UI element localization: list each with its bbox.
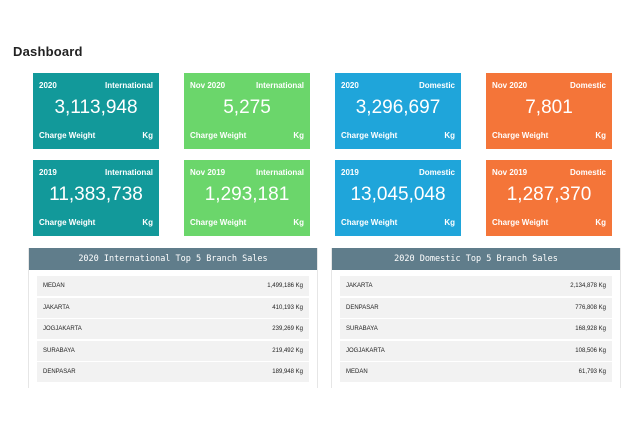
branch-name: DENPASAR [346,304,379,311]
branch-amount: 776,808 Kg [575,304,606,311]
tile-unit: Kg [293,131,304,140]
branch-list: JAKARTA 2,134,878 Kg DENPASAR 776,808 Kg… [340,276,612,384]
tile-metric: Charge Weight [190,131,247,140]
branch-amount: 2,134,878 Kg [570,283,606,289]
list-item[interactable]: DENPASAR 776,808 Kg [340,297,612,318]
tile-domestic-2020[interactable]: 2020 Domestic 3,296,697 Charge Weight Kg [335,73,461,149]
tile-value: 7,801 [525,97,573,118]
tile-value: 1,293,181 [204,184,290,205]
branch-amount: 108,506 Kg [575,347,606,354]
tile-domestic-nov-2019[interactable]: Nov 2019 Domestic 1,287,370 Charge Weigh… [486,160,612,236]
branch-name: MEDAN [346,369,368,375]
tile-metric: Charge Weight [39,218,96,227]
tile-metric: Charge Weight [190,218,247,227]
branch-amount: 410,193 Kg [272,304,303,311]
branch-name: JAKARTA [43,304,70,311]
tile-scope: International [255,81,304,90]
tile-period: Nov 2019 [492,168,528,177]
tile-metric: Charge Weight [341,131,398,140]
tile-unit: Kg [595,218,606,227]
list-item[interactable]: JAKARTA 2,134,878 Kg [340,276,612,296]
branch-amount: 189,948 Kg [272,369,303,375]
branch-name: DENPASAR [43,369,76,375]
tile-scope: Domestic [569,168,606,177]
tile-unit: Kg [444,131,455,140]
branch-amount: 239,269 Kg [272,326,303,332]
tile-scope: International [104,168,153,177]
tile-scope: Domestic [418,168,455,177]
branch-name: MEDAN [43,283,65,289]
branch-amount: 168,928 Kg [575,326,606,332]
tile-unit: Kg [142,131,153,140]
branch-name: JOGJAKARTA [346,347,385,354]
page-title: Dashboard [13,44,83,59]
tile-unit: Kg [444,218,455,227]
tile-unit: Kg [595,131,606,140]
tile-scope: International [255,168,304,177]
tile-metric: Charge Weight [39,131,96,140]
branch-amount: 61,793 Kg [578,369,606,375]
tile-value: 11,383,738 [49,184,143,205]
tile-unit: Kg [293,218,304,227]
list-item[interactable]: SURABAYA 168,928 Kg [340,319,612,339]
branch-list: MEDAN 1,499,186 Kg JAKARTA 410,193 Kg JO… [37,276,309,384]
tile-intl-nov-2020[interactable]: Nov 2020 International 5,275 Charge Weig… [184,73,310,149]
tile-scope: Domestic [418,81,455,90]
tile-period: 2020 [39,81,57,90]
tile-metric: Charge Weight [492,131,549,140]
tile-metric: Charge Weight [492,218,549,227]
tile-value: 5,275 [223,97,271,118]
branch-name: JAKARTA [346,283,373,289]
list-item[interactable]: DENPASAR 189,948 Kg [37,362,309,382]
tile-period: 2020 [341,81,359,90]
tile-domestic-nov-2020[interactable]: Nov 2020 Domestic 7,801 Charge Weight Kg [486,73,612,149]
tile-value: 3,296,697 [355,97,441,118]
branch-amount: 219,492 Kg [272,347,303,354]
tile-period: Nov 2020 [190,81,226,90]
panel-title: 2020 International Top 5 Branch Sales [29,248,317,270]
tile-metric: Charge Weight [341,218,398,227]
tile-intl-2019[interactable]: 2019 International 11,383,738 Charge Wei… [33,160,159,236]
tile-value: 3,113,948 [54,97,138,118]
branch-name: SURABAYA [43,347,75,354]
tile-period: 2019 [341,168,359,177]
branch-name: JOGJAKARTA [43,326,82,332]
branch-name: SURABAYA [346,326,378,332]
list-item[interactable]: MEDAN 61,793 Kg [340,362,612,382]
tile-unit: Kg [142,218,153,227]
tile-scope: International [104,81,153,90]
tile-period: Nov 2019 [190,168,226,177]
list-item[interactable]: SURABAYA 219,492 Kg [37,340,309,361]
tile-domestic-2019[interactable]: 2019 Domestic 13,045,048 Charge Weight K… [335,160,461,236]
tile-intl-nov-2019[interactable]: Nov 2019 International 1,293,181 Charge … [184,160,310,236]
tile-period: Nov 2020 [492,81,528,90]
tile-intl-2020[interactable]: 2020 International 3,113,948 Charge Weig… [33,73,159,149]
list-item[interactable]: MEDAN 1,499,186 Kg [37,276,309,296]
list-item[interactable]: JOGJAKARTA 239,269 Kg [37,319,309,339]
list-item[interactable]: JAKARTA 410,193 Kg [37,297,309,318]
tile-scope: Domestic [569,81,606,90]
domestic-top5-panel: 2020 Domestic Top 5 Branch Sales JAKARTA… [331,248,621,388]
list-item[interactable]: JOGJAKARTA 108,506 Kg [340,340,612,361]
tile-value: 1,287,370 [506,184,592,205]
panel-title: 2020 Domestic Top 5 Branch Sales [332,248,620,270]
branch-amount: 1,499,186 Kg [267,283,303,289]
international-top5-panel: 2020 International Top 5 Branch Sales ME… [28,248,318,388]
tile-value: 13,045,048 [350,184,446,205]
tile-period: 2019 [39,168,57,177]
